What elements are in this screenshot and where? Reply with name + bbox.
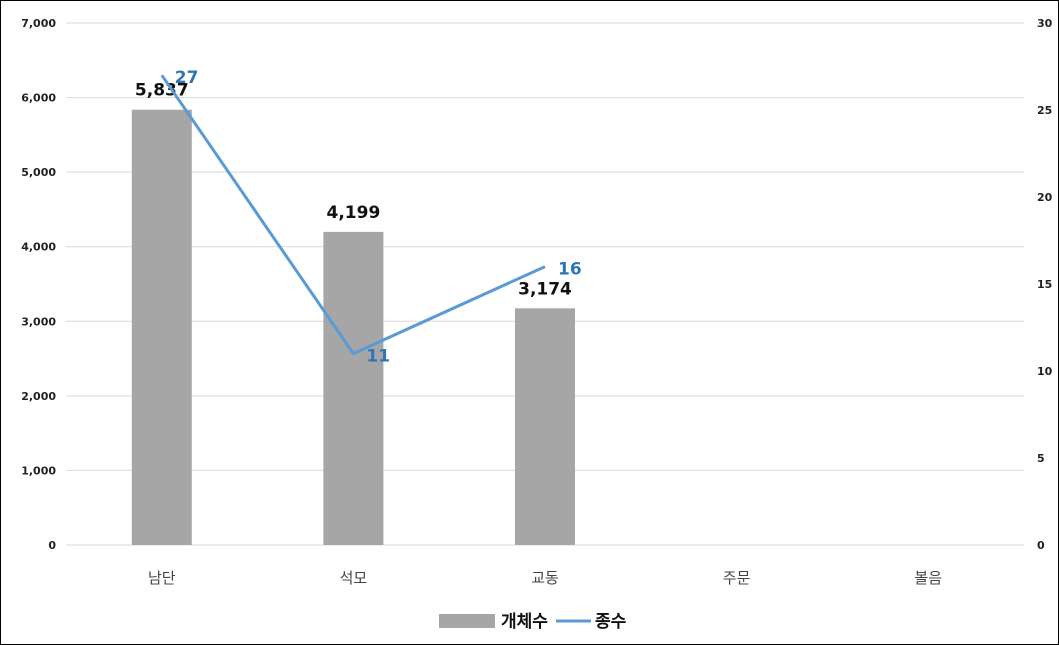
line-series: 27 11 16 — [160, 68, 582, 367]
category-label: 볼음 — [914, 569, 942, 587]
left-tick-label: 4,000 — [21, 241, 56, 254]
left-tick-label: 1,000 — [21, 464, 56, 477]
left-tick-label: 2,000 — [21, 390, 56, 403]
legend-label-bar: 개체수 — [501, 612, 548, 632]
category-axis: 남단 석모 교동 주문 볼음 — [148, 569, 942, 587]
right-tick-label: 20 — [1037, 191, 1053, 204]
legend-label-line: 종수 — [595, 612, 627, 632]
line-data-label: 27 — [175, 68, 199, 88]
right-tick-label: 0 — [1037, 539, 1045, 552]
bar — [131, 109, 192, 546]
left-tick-label: 0 — [48, 539, 56, 552]
line-data-label: 16 — [558, 260, 582, 280]
bar — [515, 308, 575, 545]
category-label: 교동 — [531, 569, 559, 587]
right-axis: 0 5 10 15 20 25 30 — [1037, 17, 1053, 552]
right-tick-label: 5 — [1037, 452, 1045, 465]
category-label: 석모 — [340, 569, 368, 587]
left-tick-label: 3,000 — [21, 315, 56, 328]
left-axis: 0 1,000 2,000 3,000 4,000 5,000 6,000 7,000 — [21, 17, 56, 552]
category-label: 주문 — [723, 569, 751, 587]
line-data-label: 11 — [366, 347, 390, 367]
right-tick-label: 25 — [1037, 104, 1052, 117]
left-tick-label: 6,000 — [21, 92, 56, 105]
line-path — [160, 74, 546, 356]
right-tick-label: 30 — [1037, 17, 1053, 30]
left-tick-label: 5,000 — [21, 166, 56, 179]
legend-swatch-bar — [439, 614, 495, 628]
right-tick-label: 10 — [1037, 365, 1053, 378]
bar — [323, 231, 384, 545]
bar-data-label: 4,199 — [327, 203, 381, 223]
category-label: 남단 — [148, 569, 176, 587]
left-tick-label: 7,000 — [21, 17, 56, 30]
bar-data-label: 3,174 — [518, 279, 572, 299]
legend: 개체수 종수 — [439, 612, 627, 632]
right-tick-label: 15 — [1037, 278, 1052, 291]
